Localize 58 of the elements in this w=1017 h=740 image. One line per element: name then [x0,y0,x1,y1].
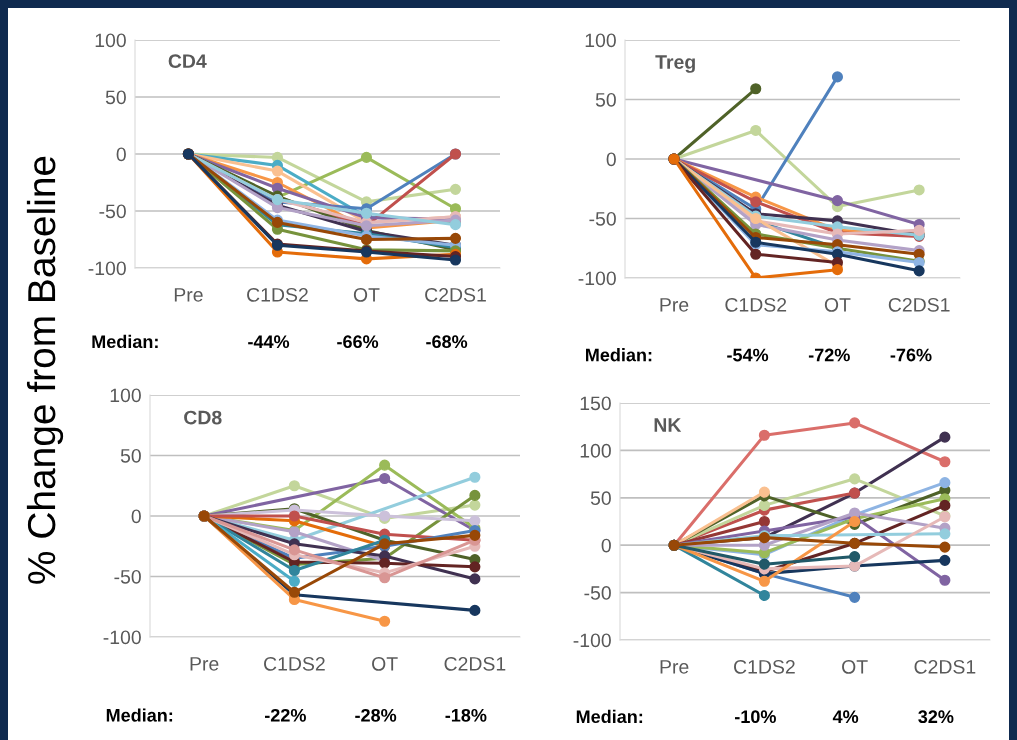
text: CD4 [168,54,207,69]
text: -28% [355,708,397,722]
text: -72% [808,348,850,362]
text: CD8 [184,410,222,425]
text: NK [654,418,682,432]
text: -66% [337,335,379,349]
x-tick-label: Pre [660,298,689,312]
x-tick-label: C1DS2 [734,659,795,674]
x-tick-label: Pre [174,288,203,302]
y-tick-label: 100 [95,33,126,48]
text: -10% [735,710,776,724]
y-tick-label: 0 [116,147,126,162]
text: -54% [727,348,769,362]
y-axis-title: % Change from Baseline [26,156,64,584]
text: 4% [832,710,859,724]
x-tick-label: C1DS2 [725,297,787,312]
y-tick-label: -100 [88,261,126,276]
x-tick-label: OT [842,659,868,674]
x-tick-label: C2DS1 [888,297,950,312]
text: -18% [445,708,487,722]
text: 32% [918,710,954,724]
y-tick-label: 50 [590,491,611,506]
y-tick-label: 0 [131,509,141,524]
text: Treg [655,55,695,73]
y-tick-label: -50 [589,211,616,226]
x-tick-label: Pre [190,657,219,671]
text: -76% [890,348,932,362]
text: Median: [586,348,652,362]
y-tick-label: 50 [120,448,141,463]
y-tick-label: -50 [99,204,126,219]
y-tick-label: 50 [595,92,616,107]
x-tick-label: C1DS2 [264,656,325,671]
text: -68% [426,335,468,349]
y-tick-label: 100 [580,443,611,458]
x-tick-label: Pre [660,660,689,674]
text: Median: [92,334,158,349]
x-tick-label: OT [824,297,851,312]
x-tick-label: C2DS1 [425,287,486,302]
y-tick-label: 150 [580,396,611,411]
text: Median: [106,708,173,722]
x-tick-label: C1DS2 [247,287,308,302]
x-tick-label: C2DS1 [914,659,976,674]
text: Median: [576,709,643,724]
y-tick-label: -100 [103,630,141,645]
y-tick-label: -50 [114,569,141,584]
y-tick-label: 100 [110,388,141,403]
x-tick-label: OT [372,656,398,671]
y-tick-label: -50 [584,586,611,600]
y-tick-label: -100 [573,633,611,648]
x-tick-label: OT [353,287,380,302]
y-tick-label: 0 [606,152,616,167]
y-tick-label: 0 [601,538,611,553]
y-tick-label: -100 [578,271,616,286]
x-tick-label: C2DS1 [444,656,506,671]
text: -22% [265,708,306,722]
text: -44% [248,335,290,349]
y-tick-label: 50 [105,90,126,105]
y-tick-label: 100 [585,33,616,48]
